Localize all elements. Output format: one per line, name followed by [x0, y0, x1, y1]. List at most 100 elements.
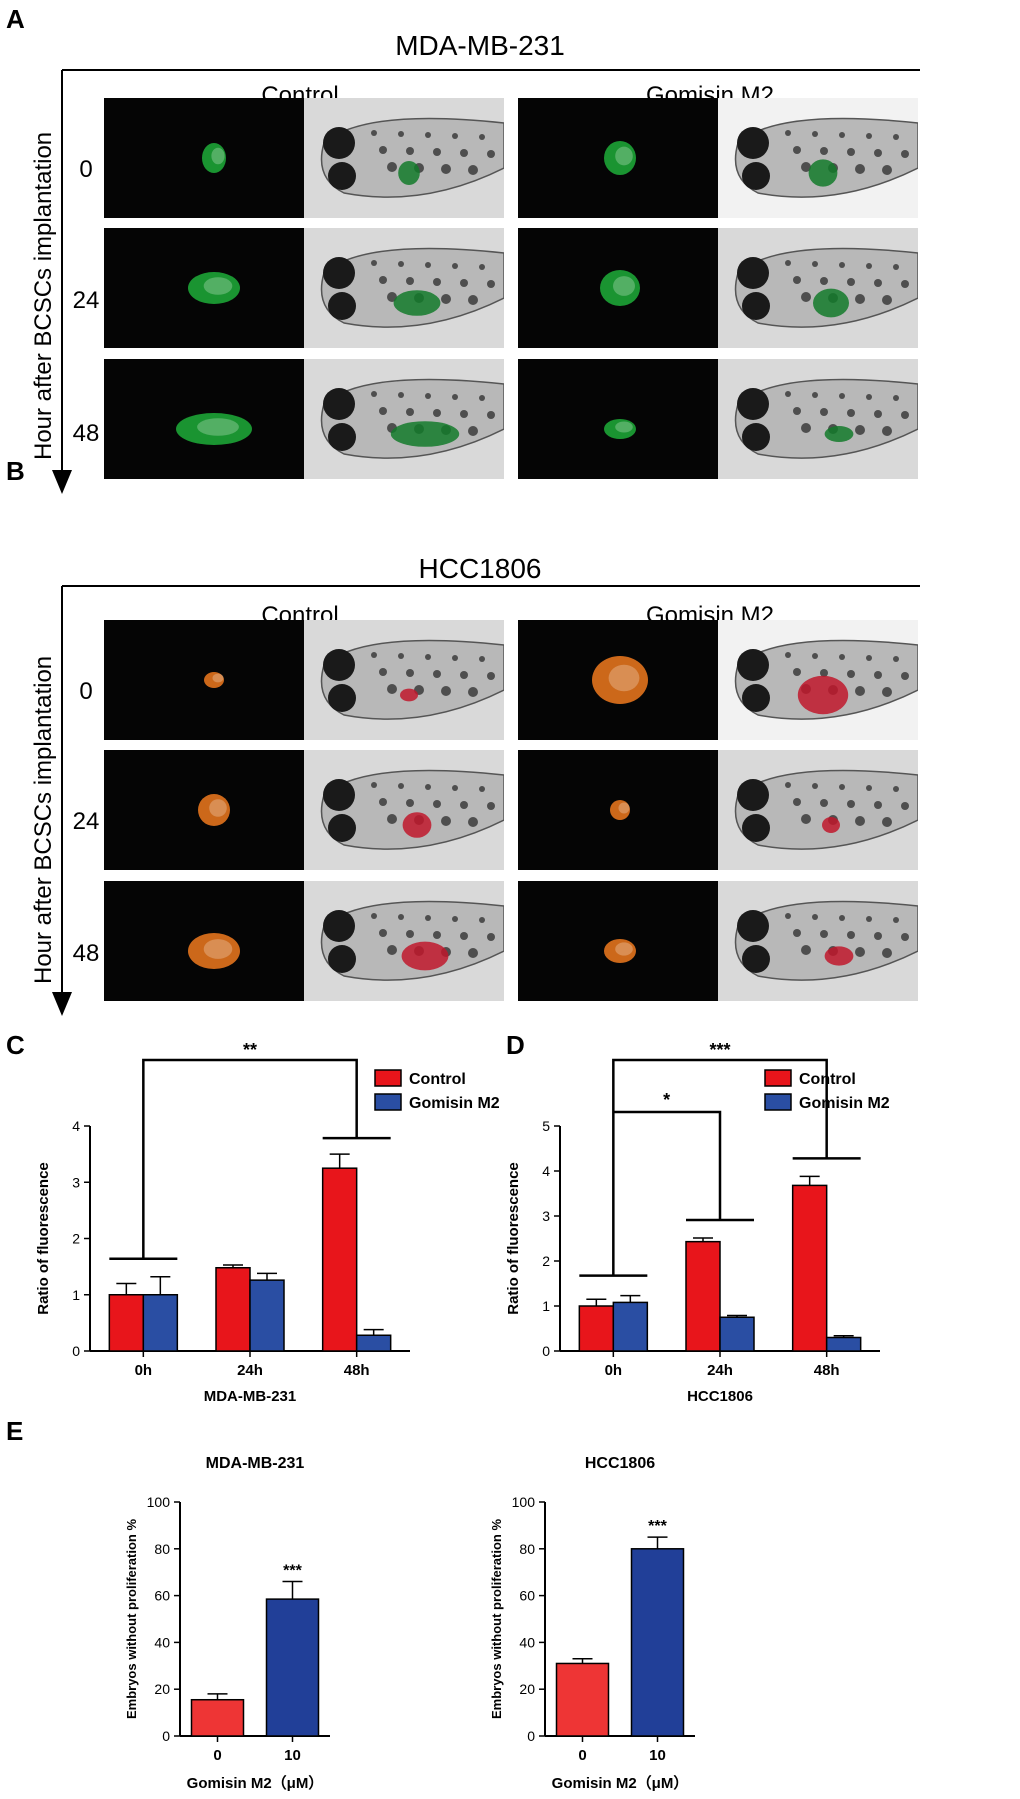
legend-swatch — [374, 1069, 402, 1087]
x-tick-label: 24h — [707, 1362, 733, 1379]
significance-label: ** — [243, 1040, 257, 1060]
panel-a-row-24: 24 — [72, 287, 100, 314]
y-tick-label: 0 — [527, 1728, 535, 1744]
y-tick-label: 0 — [542, 1343, 550, 1359]
fluorescence-image — [518, 359, 718, 479]
brightfield-image — [718, 98, 918, 218]
brightfield-image — [304, 750, 504, 870]
brightfield-image — [304, 98, 504, 218]
chart-d: 0 1 2 3 4 5 Ratio of fluorescence 0h 24h 48h HCC18… — [505, 1040, 890, 1405]
y-tick-label: 2 — [542, 1253, 550, 1269]
significance-label: *** — [709, 1040, 730, 1060]
y-axis-label: Ratio of fluorescence — [505, 1162, 522, 1315]
bar — [215, 1267, 251, 1352]
arrow-down-icon — [52, 992, 72, 1016]
x-tick-label: 0 — [213, 1747, 221, 1764]
brightfield-image — [718, 881, 918, 1001]
fluorescence-image — [518, 620, 718, 740]
x-tick-label: 24h — [237, 1362, 263, 1379]
x-axis-label: Gomisin M2（μM） — [187, 1774, 324, 1792]
x-tick-label: 10 — [284, 1747, 301, 1764]
bar — [249, 1279, 285, 1352]
x-tick-label: 0 — [578, 1747, 586, 1764]
brightfield-image — [304, 881, 504, 1001]
bar — [355, 1334, 392, 1352]
arrow-down-icon — [52, 470, 72, 494]
panel-letter-e: E — [6, 1416, 24, 1446]
bar — [791, 1184, 828, 1352]
y-tick-label: 20 — [519, 1681, 535, 1697]
bar — [578, 1305, 615, 1352]
y-tick-label: 80 — [154, 1541, 170, 1557]
y-tick-label: 4 — [542, 1163, 550, 1179]
y-axis-label: Embryos without proliferation % — [124, 1519, 139, 1720]
bar — [321, 1167, 358, 1352]
bar — [555, 1662, 610, 1737]
fluorescence-image — [104, 750, 304, 870]
legend-label: Control — [409, 1071, 466, 1088]
legend-swatch — [764, 1093, 792, 1111]
x-tick-label: 0h — [135, 1362, 153, 1379]
fluorescence-image — [104, 881, 304, 1001]
y-axis-label: Ratio of fluorescence — [35, 1162, 52, 1315]
y-tick-label: 60 — [154, 1588, 170, 1604]
brightfield-image — [304, 359, 504, 479]
y-tick-label: 0 — [72, 1343, 80, 1359]
panel-letter-a: A — [6, 4, 25, 34]
legend-label: Gomisin M2 — [799, 1095, 890, 1112]
bar — [685, 1240, 721, 1352]
panel-b-axes — [52, 585, 920, 1016]
significance-bracket — [142, 1058, 358, 1259]
significance-bracket — [613, 1110, 722, 1221]
fluorescence-image — [518, 881, 718, 1001]
bar — [719, 1316, 755, 1352]
y-axis-label: Embryos without proliferation % — [489, 1519, 504, 1720]
fluorescence-image — [104, 98, 304, 218]
panel-a-title: MDA-MB-231 — [395, 30, 565, 61]
x-axis-label: Gomisin M2（μM） — [552, 1774, 689, 1792]
bar — [108, 1294, 145, 1352]
fluorescence-image — [104, 359, 304, 479]
brightfield-image — [718, 228, 918, 348]
panel-b-row-0: 0 — [79, 678, 93, 705]
significance-bracket — [612, 1058, 828, 1276]
panel-a-row-0: 0 — [79, 156, 93, 183]
panel-b-row-48: 48 — [72, 940, 100, 967]
y-tick-label: 5 — [542, 1118, 550, 1134]
bar — [612, 1301, 649, 1352]
bar — [265, 1598, 320, 1737]
bar — [825, 1336, 862, 1352]
brightfield-image — [718, 750, 918, 870]
y-tick-label: 100 — [512, 1494, 536, 1510]
fluorescence-image — [104, 228, 304, 348]
panel-b-y-axis-label: Hour after BCSCs implantation — [30, 655, 57, 984]
legend-label: Gomisin M2 — [409, 1095, 500, 1112]
bar — [142, 1294, 179, 1352]
y-tick-label: 100 — [147, 1494, 171, 1510]
chart-title: MDA-MB-231 — [206, 1455, 305, 1472]
chart-c: 0 1 2 3 4 Ratio of fluorescence 0h 24h 48h MDA-MB… — [35, 1040, 500, 1405]
y-tick-label: 3 — [542, 1208, 550, 1224]
panel-a-row-48: 48 — [72, 420, 100, 447]
brightfield-image — [304, 228, 504, 348]
y-tick-label: 80 — [519, 1541, 535, 1557]
y-tick-label: 3 — [72, 1174, 80, 1190]
panel-a-axes — [52, 69, 920, 494]
significance-label: *** — [283, 1563, 302, 1580]
x-axis-label: HCC1806 — [687, 1388, 753, 1405]
fluorescence-image — [518, 750, 718, 870]
y-tick-label: 2 — [72, 1231, 80, 1247]
y-tick-label: 60 — [519, 1588, 535, 1604]
panel-letter-c: C — [6, 1030, 25, 1060]
x-tick-label: 10 — [649, 1747, 666, 1764]
panel-letter-b: B — [6, 456, 25, 486]
y-tick-label: 1 — [72, 1287, 80, 1303]
brightfield-image — [718, 620, 918, 740]
x-tick-label: 0h — [605, 1362, 623, 1379]
significance-label: * — [663, 1090, 670, 1110]
significance-label: *** — [648, 1518, 667, 1535]
legend-swatch — [374, 1093, 402, 1111]
x-axis-label: MDA-MB-231 — [204, 1388, 297, 1405]
chart-title: HCC1806 — [585, 1455, 655, 1472]
